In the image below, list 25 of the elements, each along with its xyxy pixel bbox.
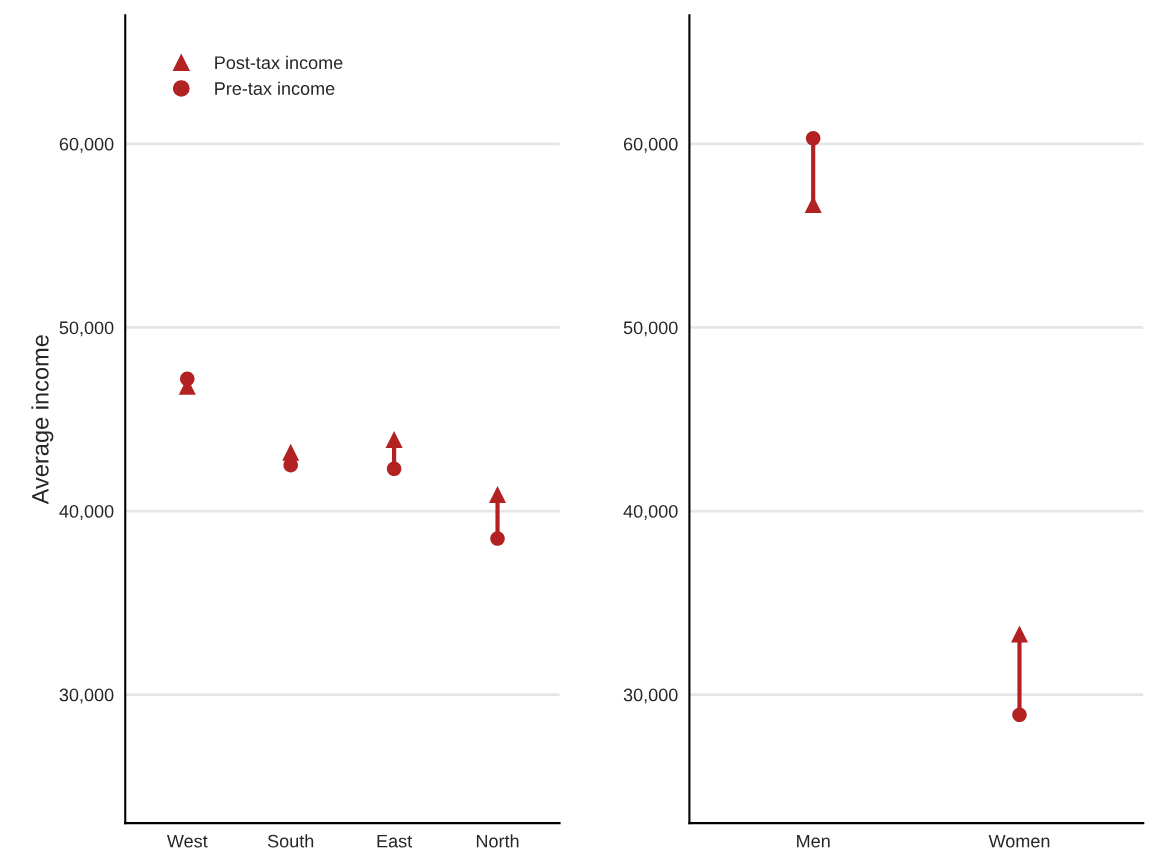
point: [489, 486, 507, 504]
x-tick-label: West: [166, 834, 208, 848]
x-tick-label: North: [476, 834, 519, 848]
point: [180, 371, 195, 387]
y-tick-label: 60,000: [623, 137, 678, 153]
point: [805, 131, 821, 146]
y-tick-label: 40,000: [623, 504, 678, 520]
point: [1010, 625, 1028, 643]
x-tick-label: South: [267, 834, 314, 848]
y-tick-label: 30,000: [59, 688, 114, 704]
point: [1012, 707, 1027, 723]
point: [490, 531, 505, 546]
x-tick-label: Women: [988, 834, 1050, 848]
x-tick-label: Men: [797, 834, 830, 848]
y-tick-label: 60,000: [59, 137, 114, 153]
legend-label: Pre-tax income: [215, 81, 335, 95]
y-tick-label: 50,000: [59, 321, 114, 337]
x-tick-label: East: [377, 834, 413, 848]
legend-label: Post-tax income: [215, 55, 343, 70]
point: [385, 430, 403, 448]
point: [386, 461, 402, 477]
y-axis-title: Average income: [31, 335, 54, 505]
y-tick-label: 30,000: [623, 688, 678, 704]
y-tick-label: 40,000: [59, 504, 114, 520]
y-tick-label: 50,000: [623, 321, 678, 337]
